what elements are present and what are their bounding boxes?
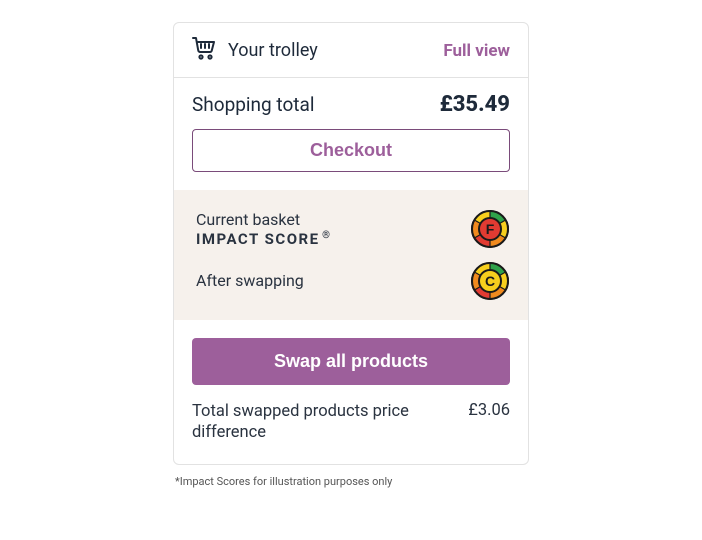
- impact-current-label: Current basket: [196, 210, 330, 230]
- impact-after-label: After swapping: [196, 271, 304, 291]
- impact-score-box: Current basket IMPACT SCORE ®: [174, 190, 528, 320]
- impact-badge-current: F: [470, 209, 510, 249]
- registered-icon: ®: [320, 230, 330, 241]
- impact-score-title: IMPACT SCORE ®: [196, 230, 330, 249]
- impact-current-row: Current basket IMPACT SCORE ®: [196, 206, 510, 252]
- shopping-total-row: Shopping total £35.49: [174, 78, 528, 117]
- shopping-total-value: £35.49: [440, 92, 510, 117]
- svg-text:C: C: [485, 273, 495, 289]
- impact-score-word: IMPACT SCORE: [196, 230, 320, 248]
- swap-section: Swap all products: [174, 320, 528, 385]
- trolley-title-group: Your trolley: [192, 36, 318, 65]
- checkout-wrap: Checkout: [174, 117, 528, 190]
- checkout-button[interactable]: Checkout: [192, 129, 510, 172]
- shopping-total-label: Shopping total: [192, 93, 314, 116]
- swap-all-button[interactable]: Swap all products: [192, 338, 510, 385]
- trolley-title: Your trolley: [228, 40, 318, 61]
- footnote: *Impact Scores for illustration purposes…: [173, 465, 529, 488]
- price-difference-value: £3.06: [468, 401, 510, 420]
- trolley-card: Your trolley Full view Shopping total £3…: [173, 22, 529, 465]
- impact-after-row: After swapping: [196, 258, 510, 304]
- trolley-header: Your trolley Full view: [174, 23, 528, 78]
- svg-text:F: F: [486, 221, 495, 237]
- full-view-link[interactable]: Full view: [443, 41, 510, 61]
- price-difference-row: Total swapped products price difference …: [174, 385, 528, 464]
- impact-current-text: Current basket IMPACT SCORE ®: [196, 210, 330, 249]
- cart-icon: [192, 36, 218, 65]
- impact-badge-after: C: [470, 261, 510, 301]
- price-difference-label: Total swapped products price difference: [192, 401, 422, 444]
